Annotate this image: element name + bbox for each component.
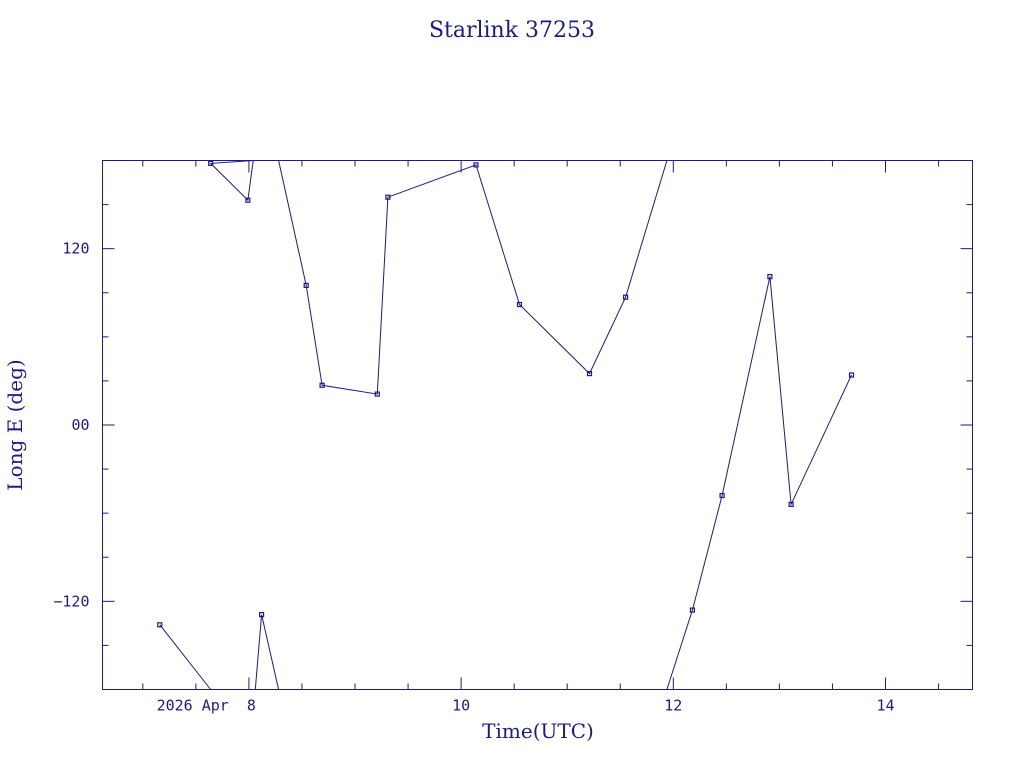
x-tick-label: 12 — [664, 697, 682, 715]
data-point — [788, 501, 794, 507]
series-line — [159, 624, 212, 690]
data-point — [374, 391, 380, 397]
data-point — [208, 160, 214, 166]
data-point — [516, 301, 523, 308]
data-point — [157, 622, 163, 628]
data-point — [586, 371, 593, 377]
data-point — [848, 372, 855, 378]
series-line — [254, 614, 280, 690]
chart-title: Starlink 37253 — [429, 18, 595, 43]
data-point — [259, 611, 265, 618]
x-tick-label: 10 — [452, 697, 470, 715]
series-line — [209, 160, 254, 202]
y-axis-label: Long E (deg) — [3, 359, 27, 490]
series-line — [278, 160, 668, 395]
data-series — [157, 160, 855, 690]
y-tick-label: −120 — [53, 592, 89, 610]
tick-labels: 2026 Apr 8 10 12 14 120 00 −120 — [53, 240, 894, 715]
data-point — [303, 282, 309, 288]
data-point — [385, 194, 391, 200]
data-point — [767, 274, 773, 280]
data-point — [319, 382, 325, 388]
data-point — [719, 492, 725, 499]
y-tick-label: 00 — [71, 416, 89, 434]
x-tick-label: 14 — [876, 697, 894, 715]
data-point — [689, 607, 696, 613]
plot-frame — [102, 160, 973, 690]
axis-ticks — [102, 160, 973, 690]
x-axis-label: Time(UTC) — [482, 719, 594, 743]
series-line — [666, 276, 852, 690]
y-tick-label: 120 — [62, 240, 89, 258]
data-point — [473, 162, 479, 168]
data-point — [245, 197, 251, 203]
x-tick-label: 2026 Apr 8 — [157, 697, 256, 715]
data-point — [622, 294, 629, 300]
